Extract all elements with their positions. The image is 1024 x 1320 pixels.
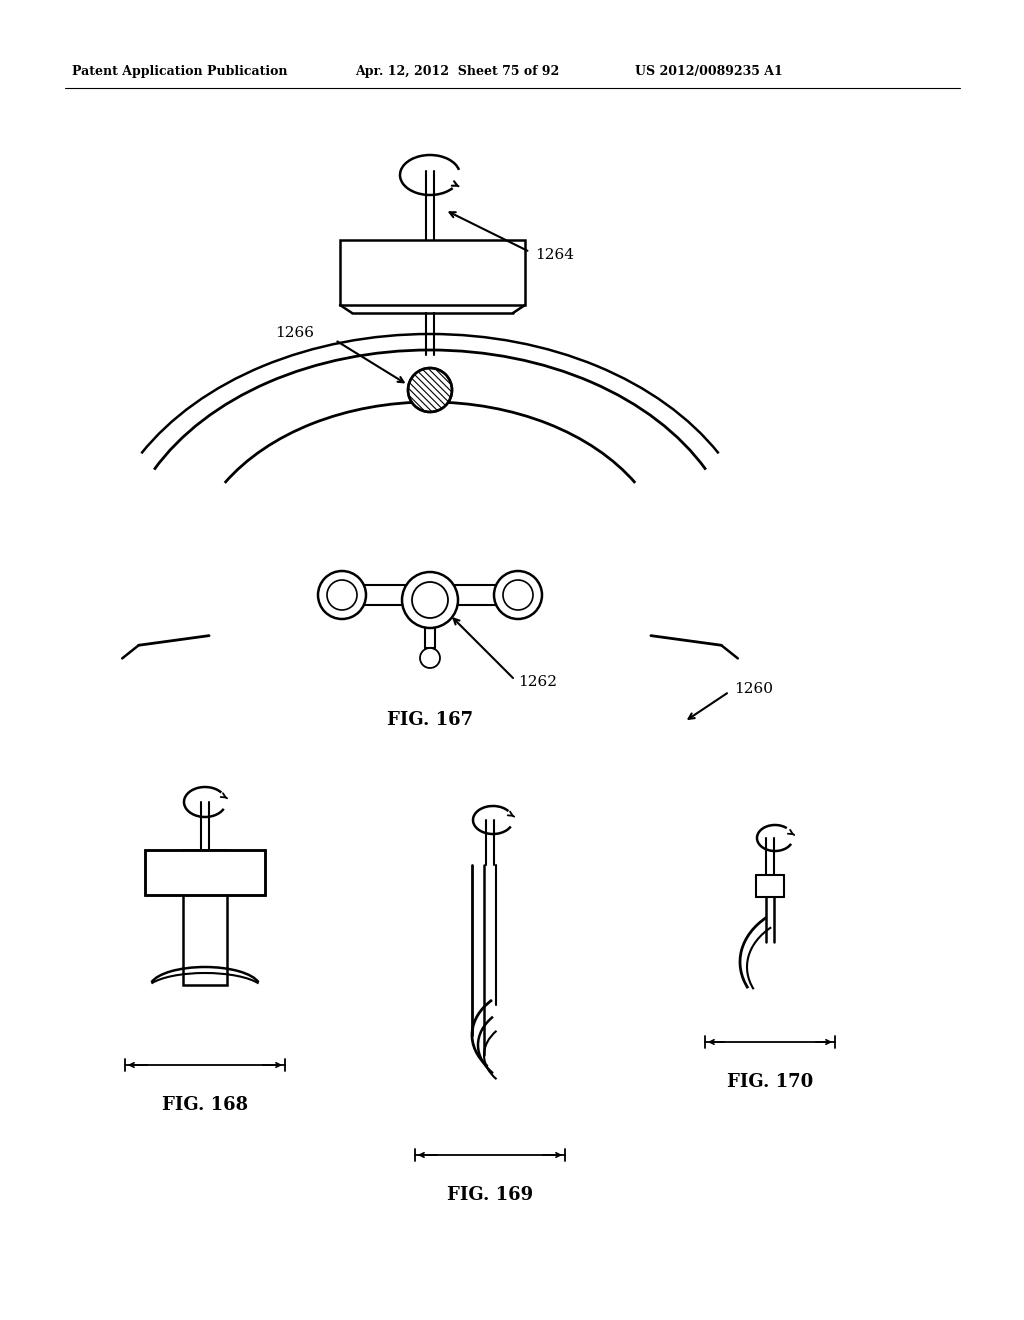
Circle shape <box>408 368 452 412</box>
Text: FIG. 168: FIG. 168 <box>162 1096 248 1114</box>
Text: FIG. 167: FIG. 167 <box>387 711 473 729</box>
Text: 1266: 1266 <box>275 326 314 341</box>
Bar <box>340 240 525 305</box>
Text: US 2012/0089235 A1: US 2012/0089235 A1 <box>635 66 782 78</box>
Bar <box>183 850 227 985</box>
Bar <box>145 850 265 895</box>
Text: FIG. 170: FIG. 170 <box>727 1073 813 1092</box>
Text: FIG. 169: FIG. 169 <box>446 1185 534 1204</box>
Text: 1264: 1264 <box>535 248 574 261</box>
Circle shape <box>402 572 458 628</box>
Circle shape <box>420 648 440 668</box>
Bar <box>145 850 265 895</box>
Text: 1260: 1260 <box>734 681 773 696</box>
Bar <box>361 585 499 605</box>
Text: 1262: 1262 <box>518 675 557 689</box>
Circle shape <box>318 572 366 619</box>
Text: Patent Application Publication: Patent Application Publication <box>72 66 288 78</box>
Circle shape <box>494 572 542 619</box>
Text: Apr. 12, 2012  Sheet 75 of 92: Apr. 12, 2012 Sheet 75 of 92 <box>355 66 559 78</box>
